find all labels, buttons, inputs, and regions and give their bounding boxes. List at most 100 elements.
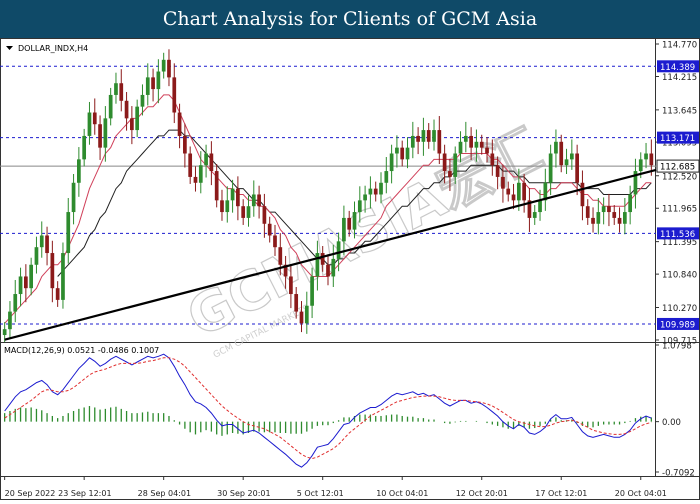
candle-body [538, 200, 542, 213]
level-tag [657, 227, 699, 240]
candle-body [283, 264, 288, 277]
time-tick-label: 30 Sep 20:01 [217, 489, 270, 498]
candle-body [119, 83, 124, 101]
candle-body [474, 141, 479, 148]
candle-body [591, 217, 595, 224]
time-tick-label: 23 Sep 12:01 [58, 489, 111, 498]
candle-body [405, 147, 410, 160]
candle-body [416, 135, 420, 142]
candle-body [294, 294, 299, 312]
chart-title: Chart Analysis for Clients of GCM Asia [162, 8, 538, 30]
candle-body [55, 288, 60, 300]
price-tick-label: 111.395 [662, 238, 697, 248]
candle-body [469, 135, 473, 148]
candle-body [267, 223, 272, 236]
chart-canvas: GCMASIA宏汇 GCM CAPITAL MARKETS 114.770114… [0, 38, 700, 500]
candle-body [61, 253, 65, 300]
candle-body [66, 212, 71, 254]
candle-body [622, 212, 627, 224]
time-tick-label: 17 Oct 12:01 [535, 489, 587, 498]
candle-body [432, 130, 436, 142]
candle-body [193, 176, 198, 183]
candle-body [161, 59, 166, 72]
candle-body [373, 188, 378, 195]
candle-body [389, 153, 394, 172]
level-tag-label: 109.989 [660, 320, 695, 330]
candle-body [363, 194, 367, 201]
time-tick-label: 10 Oct 04:01 [376, 489, 428, 498]
candle-body [29, 264, 34, 289]
candle-body [601, 206, 606, 213]
chart-title-banner: Chart Analysis for Clients of GCM Asia [0, 0, 700, 38]
candle-body [596, 212, 601, 224]
candle-body [490, 153, 495, 166]
current-price-tag [656, 159, 700, 173]
level-tag-label: 111.536 [660, 230, 695, 240]
candle-body [543, 182, 548, 201]
candle-body [8, 311, 12, 330]
candle-body [342, 217, 346, 242]
macd-signal-line [4, 357, 652, 460]
candle-body [421, 130, 426, 142]
candle-body [384, 171, 389, 183]
macd-tick-label: -0.7092 [662, 469, 695, 479]
candle-body [463, 135, 468, 142]
candle-body [347, 217, 352, 230]
price-tick-label: 111.965 [662, 205, 697, 215]
candle-body [368, 188, 373, 195]
candle-body [506, 188, 511, 195]
candle-body [45, 235, 49, 254]
time-tick-label: 20 Oct 04:01 [615, 489, 667, 498]
price-tick-label: 110.840 [662, 271, 697, 281]
candle-body [140, 94, 145, 107]
candle-body [516, 182, 521, 201]
candle-body [448, 171, 452, 177]
candle-body [257, 194, 261, 207]
candle-body [209, 153, 214, 172]
candle-body [554, 141, 558, 154]
time-tick-label: 20 Sep 2022 [5, 489, 56, 498]
candle-body [575, 153, 579, 183]
candle-body [485, 147, 489, 154]
price-tick-label: 110.270 [662, 304, 697, 314]
candle-body [273, 235, 277, 248]
candle-body [532, 212, 537, 218]
candle-body [241, 206, 246, 218]
candle-body [442, 153, 447, 172]
candle-body [13, 294, 18, 312]
candle-body [50, 253, 55, 289]
symbol-dropdown-icon[interactable] [6, 46, 13, 50]
candle-body [644, 153, 648, 160]
macd-tick-label: 0.00 [662, 418, 681, 428]
candle-body [23, 276, 28, 289]
candle-body [331, 258, 336, 277]
price-tick-label: 112.520 [662, 172, 697, 182]
candle-body [320, 253, 325, 265]
candle-body [426, 130, 431, 142]
candle-body [511, 194, 516, 201]
price-tick-label: 114.215 [662, 73, 697, 83]
price-tick-label: 109.715 [662, 337, 697, 347]
level-tag [657, 131, 699, 144]
candle-body [304, 305, 309, 324]
candle-body [135, 106, 140, 131]
candle-body [204, 153, 208, 166]
level-tag-label: 114.389 [660, 63, 695, 73]
candle-body [638, 159, 643, 172]
time-tick-label: 12 Oct 20:01 [456, 489, 508, 498]
candle-body [289, 276, 293, 295]
candle-body [310, 276, 314, 306]
candle-body [236, 188, 240, 207]
candle-body [220, 200, 224, 213]
candle-body [607, 206, 611, 213]
candle-body [103, 118, 108, 148]
candle-body [71, 182, 76, 213]
candle-body [299, 311, 304, 324]
candle-body [145, 77, 150, 95]
candle-body [400, 147, 405, 160]
candle-body [585, 206, 590, 218]
candle-body [230, 188, 235, 201]
candle-body [130, 118, 134, 131]
level-tag [657, 317, 699, 330]
price-tick-label: 114.770 [662, 41, 697, 51]
